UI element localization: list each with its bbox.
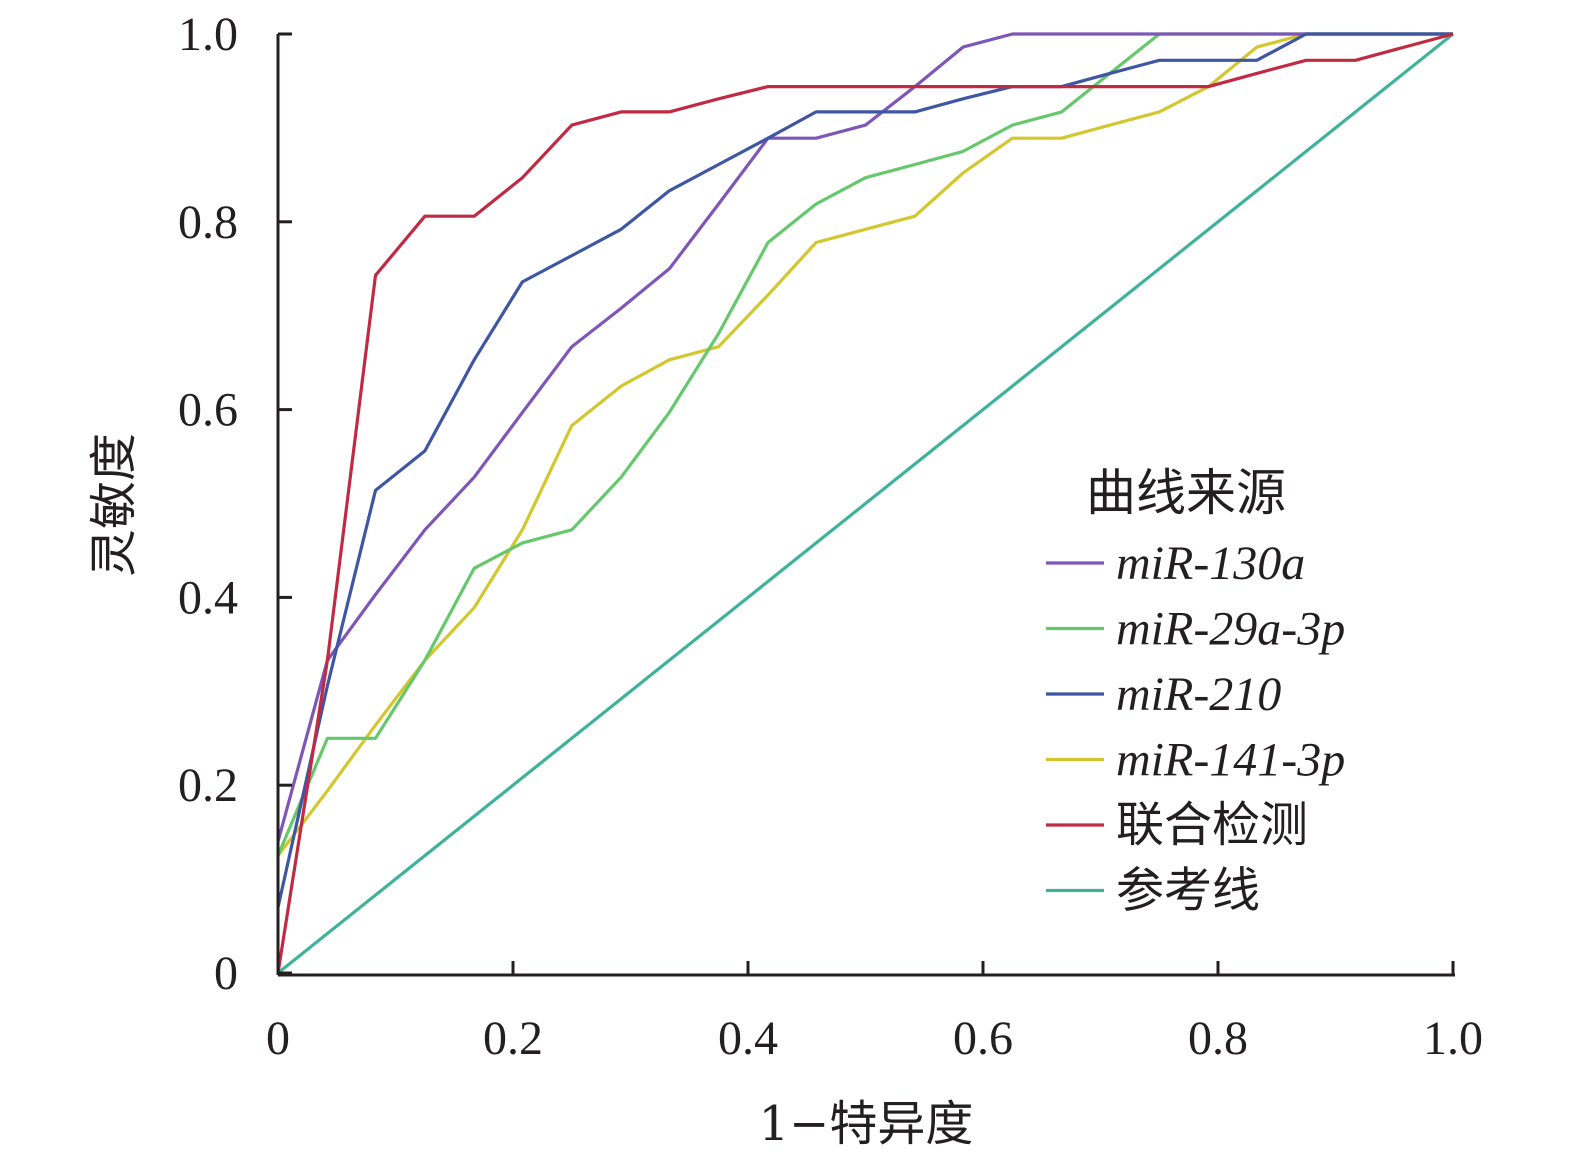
x-tick-label: 1.0 (1423, 1012, 1483, 1065)
legend-label-参考线: 参考线 (1116, 865, 1260, 918)
series-line-联合检测 (276, 32, 1454, 974)
x-ticks: 0 0.2 0.4 0.6 0.8 1.0 (266, 961, 1483, 1065)
legend-label-mir-210: miR-210 (1116, 668, 1281, 721)
x-tick-label: 0.8 (1188, 1012, 1248, 1065)
axes (276, 34, 1455, 977)
y-tick-label: 0.6 (178, 384, 238, 437)
y-tick-label: 1.0 (178, 8, 238, 61)
legend-title: 曲线来源 (1086, 464, 1286, 522)
y-ticks: 0 0.2 0.4 0.6 0.8 1.0 (178, 8, 292, 1000)
series-line-mir-130a (276, 32, 1453, 842)
y-tick-label: 0.8 (178, 196, 238, 249)
y-tick-label: 0 (214, 947, 238, 1000)
y-tick-label: 0.4 (178, 571, 238, 624)
series-line-参考线 (277, 32, 1454, 975)
roc-curves (276, 32, 1454, 975)
legend-label-mir-29a-3p: miR-29a-3p (1116, 603, 1345, 656)
y-tick-label: 0.2 (178, 759, 238, 812)
series-line-mir-29a-3p (276, 32, 1453, 857)
y-axis-title: 灵敏度 (86, 433, 142, 577)
x-tick-label: 0.2 (483, 1012, 543, 1065)
x-axis-title: 1−特异度 (759, 1096, 974, 1152)
series-line-mir-210 (276, 32, 1453, 908)
x-tick-label: 0.4 (718, 1012, 778, 1065)
x-tick-label: 0 (266, 1012, 290, 1065)
legend-label-mir-141-3p: miR-141-3p (1116, 734, 1345, 787)
series-line-mir-141-3p (276, 32, 1453, 857)
legend-label-联合检测: 联合检测 (1116, 799, 1308, 852)
x-tick-label: 0.6 (953, 1012, 1013, 1065)
legend: 曲线来源 miR-130a miR-29a-3p miR-210 miR-141-3p… (1046, 464, 1345, 918)
legend-label-mir-130a: miR-130a (1116, 537, 1305, 590)
